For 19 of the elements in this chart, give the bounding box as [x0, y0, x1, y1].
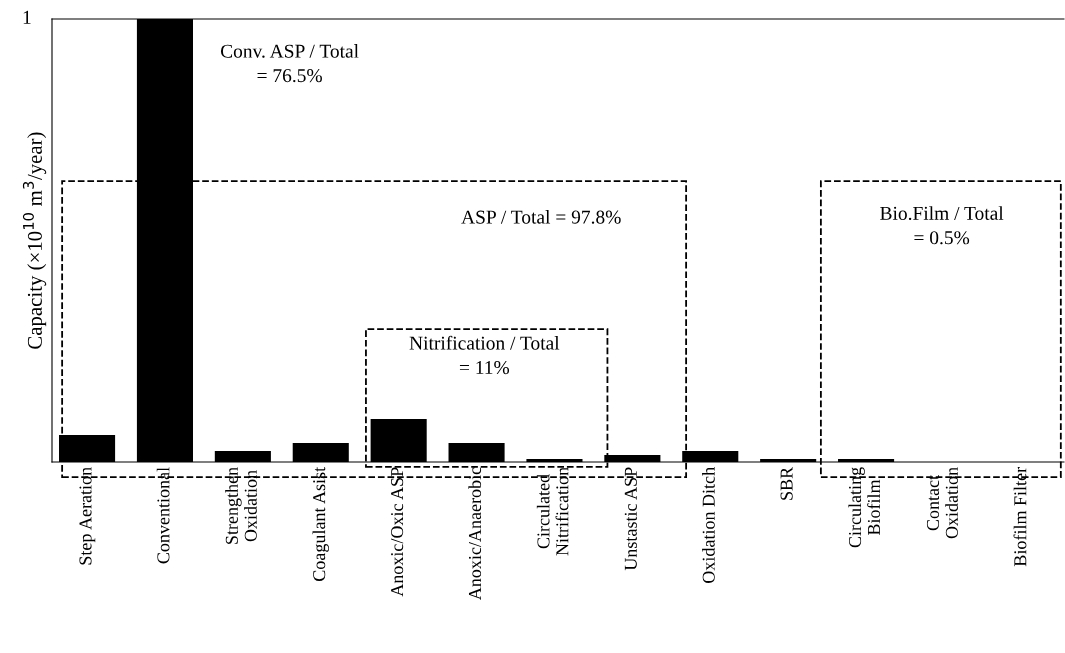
x-tick-label: Strengthen Oxidation: [225, 467, 257, 544]
x-tick-label: Anoxic/Anaerobic: [468, 467, 482, 601]
x-tick-label: Circulating Biofilm: [848, 467, 881, 548]
annotation: Nitrification / Total = 11%: [409, 335, 560, 375]
x-tick-label: Step Aeration: [79, 467, 96, 565]
annotation: ASP / Total = 97.8%: [461, 209, 621, 224]
annotation: Conv. ASP / Total = 76.5%: [220, 44, 359, 83]
x-tick-label: SBR: [780, 466, 793, 500]
x-tick-label: Oxidation Ditch: [702, 467, 715, 583]
x-tick-label: Circulated Nitrification: [536, 467, 569, 556]
x-tick-label: Anoxic/Oxic ASP: [391, 467, 404, 597]
text: 1: [23, 10, 31, 24]
annotation: Bio.Film / Total = 0.5%: [880, 206, 1004, 245]
x-tick-label: Biofilm Filter: [1013, 467, 1027, 567]
x-tick-label: Contact Oxidation: [926, 467, 958, 539]
x-tick-label: Unstastic ASP: [624, 467, 637, 571]
y-axis-title: Capacity (×10$^{10}$ m$^{3}$/year): [22, 132, 47, 349]
x-tick-label: Coagulant Asist: [312, 466, 329, 581]
x-tick-label: Conventional: [156, 467, 170, 564]
